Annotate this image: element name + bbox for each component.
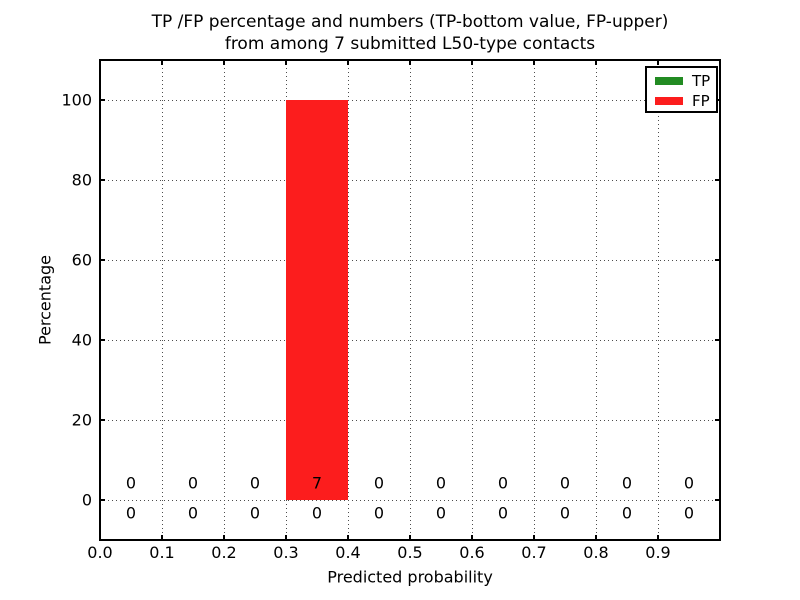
legend: TP FP [645,66,718,113]
tp-count-label: 0 [373,503,385,523]
tp-count-label: 0 [311,503,323,523]
y-tick-label: 100 [61,90,92,110]
x-tick-mark [99,535,101,539]
tp-count-label: 0 [435,503,447,523]
bar-fp [286,100,348,500]
x-tick-mark [595,535,597,539]
x-tick-label: 0.5 [397,543,423,562]
chart-title-line2: from among 7 submitted L50-type contacts [224,34,596,54]
fp-color-swatch [655,97,683,105]
tp-count-label: 0 [621,503,633,523]
legend-item-fp: FP [655,91,716,111]
chart-title-line1: TP /FP percentage and numbers (TP-bottom… [151,12,669,32]
x-tick-mark [471,535,473,539]
x-tick-mark [533,535,535,539]
x-tick-mark-top [471,61,473,65]
fp-count-label: 0 [249,473,261,493]
y-tick-mark [101,259,105,261]
y-tick-mark [101,419,105,421]
fp-count-label: 0 [683,473,695,493]
x-gridline [658,60,659,540]
x-gridline [534,60,535,540]
x-axis-label: Predicted probability [327,567,493,587]
y-tick-mark [101,99,105,101]
x-tick-mark [161,535,163,539]
tp-count-label: 0 [125,503,137,523]
y-tick-mark [101,179,105,181]
x-tick-mark [409,535,411,539]
x-tick-label: 0.7 [521,543,547,562]
y-tick-mark [101,499,105,501]
x-tick-mark-top [595,61,597,65]
x-tick-label: 0.2 [211,543,237,562]
fp-count-label: 0 [435,473,447,493]
x-tick-mark [657,535,659,539]
x-gridline [224,60,225,540]
y-tick-label: 80 [71,170,92,190]
y-tick-mark-right [715,339,719,341]
tp-count-label: 0 [187,503,199,523]
y-tick-mark-right [715,419,719,421]
fp-count-label: 0 [187,473,199,493]
fp-count-label: 0 [373,473,385,493]
y-tick-mark-right [715,179,719,181]
x-tick-mark-top [161,61,163,65]
tp-count-label: 0 [559,503,571,523]
legend-label-tp: TP [692,72,711,90]
x-tick-mark-top [657,61,659,65]
x-gridline [596,60,597,540]
x-gridline [162,60,163,540]
x-tick-label: 0.6 [459,543,485,562]
fp-count-label: 0 [497,473,509,493]
x-tick-mark-top [223,61,225,65]
x-tick-mark [347,535,349,539]
x-tick-mark-top [347,61,349,65]
legend-item-tp: TP [655,71,716,91]
x-tick-label: 0.8 [583,543,609,562]
x-gridline [472,60,473,540]
legend-label-fp: FP [692,92,710,110]
tp-count-label: 0 [683,503,695,523]
x-tick-label: 0.4 [335,543,361,562]
x-tick-label: 0.3 [273,543,299,562]
y-tick-label: 20 [71,410,92,430]
chart-title: TP /FP percentage and numbers (TP-bottom… [100,11,720,55]
x-tick-mark-top [409,61,411,65]
y-tick-label: 40 [71,330,92,350]
fp-count-label: 0 [125,473,137,493]
x-tick-label: 0.0 [87,543,113,562]
y-tick-label: 0 [81,490,92,510]
x-tick-mark-top [533,61,535,65]
x-gridline [348,60,349,540]
tp-count-label: 0 [497,503,509,523]
y-tick-label: 60 [71,250,92,270]
y-tick-mark-right [715,499,719,501]
tp-color-swatch [655,77,683,85]
y-tick-mark-right [715,259,719,261]
x-tick-mark-top [99,61,101,65]
fp-count-label: 0 [621,473,633,493]
x-tick-mark-top [285,61,287,65]
x-tick-label: 0.1 [149,543,175,562]
fp-count-label: 7 [311,473,323,493]
x-tick-mark [285,535,287,539]
x-gridline [410,60,411,540]
x-tick-label: 0.9 [645,543,671,562]
fp-count-label: 0 [559,473,571,493]
tp-count-label: 0 [249,503,261,523]
x-tick-mark [223,535,225,539]
y-tick-mark [101,339,105,341]
